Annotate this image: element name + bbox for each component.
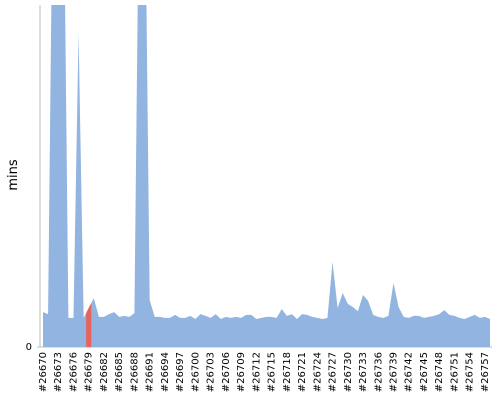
y-axis-label: mins <box>6 159 21 191</box>
x-tick-label: #26679 <box>84 352 95 392</box>
x-tick-label: #26715 <box>267 352 278 392</box>
x-tick-label: #26754 <box>465 352 476 392</box>
x-tick-label: #26757 <box>480 352 491 392</box>
x-tick-label: #26724 <box>312 352 323 392</box>
x-tick-label: #26733 <box>358 352 369 392</box>
x-tick-label: #26736 <box>373 352 384 392</box>
x-tick-label: #26751 <box>449 352 460 392</box>
x-tick-label: #26712 <box>251 352 262 392</box>
x-tick-label: #26670 <box>38 352 49 392</box>
x-tick-label: #26718 <box>282 352 293 392</box>
x-tick-label: #26691 <box>145 352 156 392</box>
x-tick-label: #26673 <box>53 352 64 392</box>
x-tick-label: #26739 <box>388 352 399 392</box>
x-tick-label: #26676 <box>68 352 79 392</box>
x-tick-label: #26748 <box>434 352 445 392</box>
x-tick-label: #26700 <box>190 352 201 392</box>
x-tick-label: #26694 <box>160 352 171 392</box>
x-tick-label: #26688 <box>129 352 140 392</box>
x-tick-label: #26727 <box>328 352 339 392</box>
x-tick-label: #26706 <box>221 352 232 392</box>
x-tick-label: #26703 <box>206 352 217 392</box>
x-tick-label: #26709 <box>236 352 247 392</box>
x-tick-label: #26745 <box>419 352 430 392</box>
x-tick-label: #26685 <box>114 352 125 392</box>
x-tick-label: #26697 <box>175 352 186 392</box>
highlight-area <box>86 303 92 347</box>
area <box>43 5 490 347</box>
x-tick-label: #26730 <box>343 352 354 392</box>
x-tick-label: #26721 <box>297 352 308 392</box>
x-tick-label: #26682 <box>99 352 110 392</box>
y-tick-label: 0 <box>26 342 32 353</box>
x-tick-label: #26742 <box>404 352 415 392</box>
